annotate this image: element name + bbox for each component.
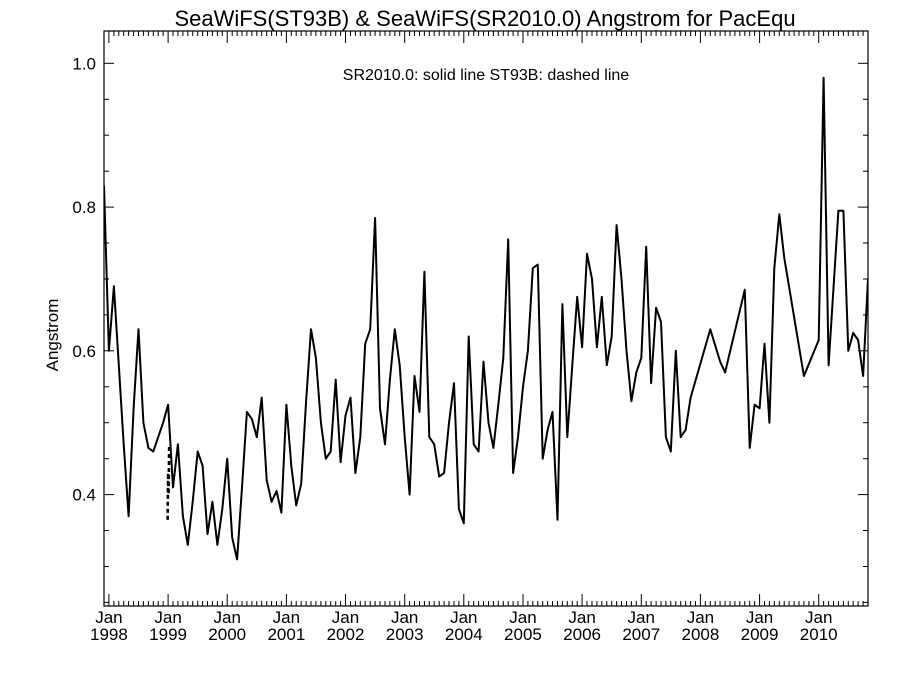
x-tick-label-month: Jan bbox=[687, 608, 714, 627]
x-tick-label-year: 2005 bbox=[504, 625, 542, 644]
y-tick-label: 0.4 bbox=[72, 486, 96, 505]
chart-title: SeaWiFS(ST93B) & SeaWiFS(SR2010.0) Angst… bbox=[174, 6, 795, 31]
x-tick-label-month: Jan bbox=[273, 608, 300, 627]
x-tick-label-year: 2003 bbox=[386, 625, 424, 644]
x-tick-label-year: 2008 bbox=[681, 625, 719, 644]
x-tick-label-year: 2007 bbox=[622, 625, 660, 644]
plot-area-frame bbox=[103, 30, 869, 607]
x-tick-label-year: 2009 bbox=[741, 625, 779, 644]
x-tick-label-month: Jan bbox=[154, 608, 181, 627]
x-axis-ticks: Jan1998Jan1999Jan2000Jan2001Jan2002Jan20… bbox=[90, 31, 869, 644]
x-tick-label-year: 2004 bbox=[445, 625, 483, 644]
x-tick-label-month: Jan bbox=[214, 608, 241, 627]
x-tick-label-year: 1998 bbox=[90, 625, 128, 644]
y-axis-ticks: 0.4 0.6 0.8 1.0 bbox=[72, 54, 868, 603]
x-tick-label-month: Jan bbox=[568, 608, 595, 627]
x-tick-label-year: 1999 bbox=[149, 625, 187, 644]
x-tick-label-month: Jan bbox=[450, 608, 477, 627]
x-tick-label-month: Jan bbox=[746, 608, 773, 627]
x-tick-label-year: 2006 bbox=[563, 625, 601, 644]
y-tick-label: 0.6 bbox=[72, 342, 96, 361]
y-tick-label: 0.8 bbox=[72, 198, 96, 217]
y-axis-label: Angstrom bbox=[43, 299, 62, 372]
x-tick-label-year: 2001 bbox=[267, 625, 305, 644]
x-tick-label-year: 2002 bbox=[327, 625, 365, 644]
x-tick-label-month: Jan bbox=[805, 608, 832, 627]
x-tick-label-year: 2000 bbox=[208, 625, 246, 644]
series-line-sr2010-0 bbox=[104, 76, 868, 561]
y-tick-label: 1.0 bbox=[72, 54, 96, 73]
x-tick-label-month: Jan bbox=[509, 608, 536, 627]
x-tick-label-month: Jan bbox=[628, 608, 655, 627]
series-line-st93b bbox=[166, 444, 171, 520]
legend-annotation: SR2010.0: solid line ST93B: dashed line bbox=[343, 67, 630, 84]
x-tick-label-year: 2010 bbox=[800, 625, 838, 644]
x-tick-label-month: Jan bbox=[391, 608, 418, 627]
x-tick-label-month: Jan bbox=[332, 608, 359, 627]
series-layer bbox=[104, 76, 868, 561]
x-tick-label-month: Jan bbox=[95, 608, 122, 627]
